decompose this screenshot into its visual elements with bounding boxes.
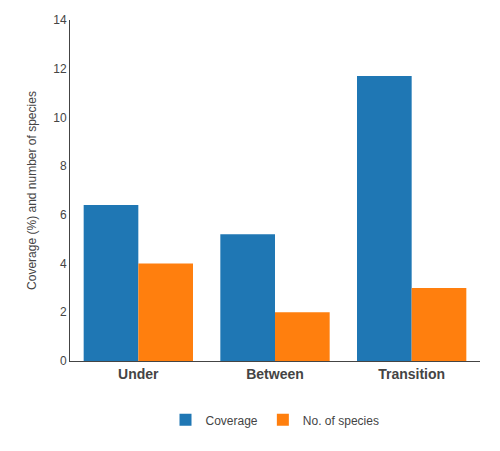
svg-text:14: 14: [53, 13, 67, 27]
svg-text:Coverage (%) and number of spe: Coverage (%) and number of species: [25, 91, 39, 290]
svg-text:Transition: Transition: [378, 366, 445, 382]
svg-text:12: 12: [53, 62, 67, 76]
svg-text:10: 10: [53, 111, 67, 125]
svg-text:4: 4: [60, 257, 67, 271]
svg-text:No. of species: No. of species: [303, 414, 379, 428]
svg-text:6: 6: [60, 208, 67, 222]
svg-text:2: 2: [60, 305, 67, 319]
svg-text:Under: Under: [118, 366, 159, 382]
svg-text:Coverage: Coverage: [206, 414, 258, 428]
svg-text:0: 0: [60, 354, 67, 368]
svg-text:Between: Between: [246, 366, 304, 382]
svg-text:8: 8: [60, 159, 67, 173]
